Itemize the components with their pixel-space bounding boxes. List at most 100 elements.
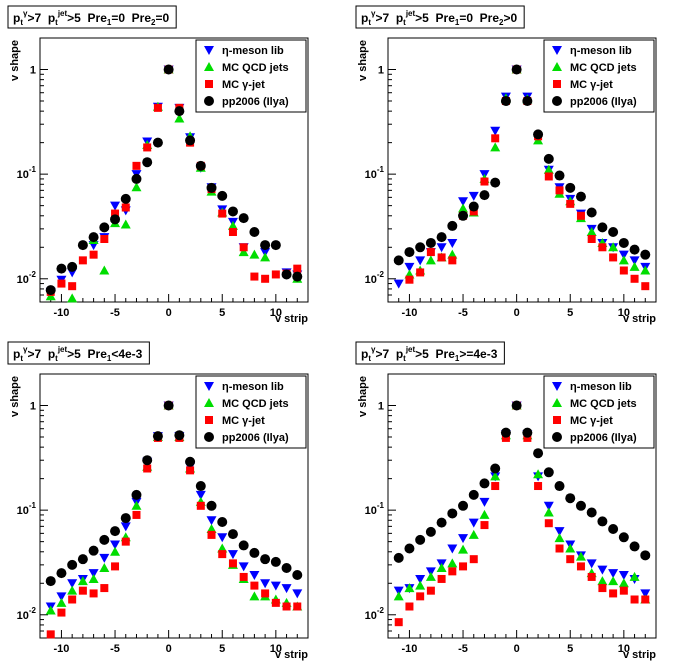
data-point xyxy=(479,478,490,489)
data-point xyxy=(458,544,469,554)
data-point xyxy=(415,580,426,590)
data-point xyxy=(195,490,206,500)
data-point xyxy=(99,534,110,545)
data-point xyxy=(393,255,404,266)
legend: η-meson lib MC QCD jets MC γ-jet pp2006 (Il… xyxy=(195,375,307,449)
data-point xyxy=(174,113,185,123)
data-point xyxy=(566,555,575,564)
series-gam xyxy=(394,401,650,627)
x-tick-label: -5 xyxy=(458,643,468,655)
data-point xyxy=(68,282,77,291)
data-point xyxy=(436,517,447,528)
chart-title: pt​γ​>7 pt​jet​>5 Pre1​>=4e-3 xyxy=(361,345,498,363)
legend-box xyxy=(543,375,655,449)
data-point xyxy=(227,550,238,560)
data-point xyxy=(46,630,55,639)
data-point xyxy=(143,464,152,473)
data-point xyxy=(479,497,490,507)
data-point xyxy=(544,519,553,528)
data-point xyxy=(436,562,447,572)
data-point xyxy=(292,271,303,282)
data-point xyxy=(554,170,565,181)
data-point xyxy=(99,222,110,233)
y-tick-label: 10-1 xyxy=(365,501,385,517)
y-axis-label: v shape xyxy=(9,40,21,81)
data-point xyxy=(468,518,479,528)
data-point xyxy=(89,250,98,259)
y-tick-label: 10-1 xyxy=(17,165,37,181)
data-point xyxy=(393,552,404,563)
x-axis-label: v strip xyxy=(275,313,308,325)
data-point xyxy=(415,242,426,253)
data-point xyxy=(238,213,249,224)
data-point xyxy=(426,586,435,595)
data-point xyxy=(88,232,99,243)
legend-entry-label: MC QCD jets xyxy=(570,62,637,74)
data-point xyxy=(597,576,608,586)
legend-marker xyxy=(553,80,561,88)
x-tick-label: -10 xyxy=(401,307,417,319)
legend: η-meson lib MC QCD jets MC γ-jet pp2006 (Il… xyxy=(543,39,655,113)
data-point xyxy=(218,209,227,218)
y-tick-label: 10-1 xyxy=(17,501,37,517)
plot-frame xyxy=(39,37,309,303)
data-point xyxy=(586,559,597,569)
x-tick-label: 10 xyxy=(270,643,282,655)
x-tick-label: 5 xyxy=(567,643,573,655)
data-point xyxy=(458,500,469,511)
data-point xyxy=(426,248,435,257)
data-point xyxy=(238,562,249,572)
data-point xyxy=(618,255,629,265)
data-point xyxy=(249,226,260,237)
legend-entry-label: pp2006 (Ilya) xyxy=(222,96,289,108)
data-point xyxy=(67,585,78,595)
data-point xyxy=(436,243,447,253)
data-point xyxy=(261,274,270,283)
data-point xyxy=(490,142,501,152)
x-tick-label: -10 xyxy=(401,643,417,655)
data-point xyxy=(458,534,469,544)
legend-entry-label: η-meson lib xyxy=(570,381,632,393)
data-point xyxy=(597,565,608,575)
data-point xyxy=(554,481,565,492)
data-point xyxy=(111,562,120,571)
data-point xyxy=(586,226,597,236)
data-point xyxy=(206,182,217,193)
data-point xyxy=(227,220,238,230)
data-point xyxy=(249,547,260,558)
legend-marker xyxy=(552,382,562,391)
y-axis-label: v shape xyxy=(357,376,369,417)
data-point xyxy=(250,272,259,281)
legend-entry-label: MC QCD jets xyxy=(222,398,289,410)
data-point xyxy=(586,507,597,518)
data-point xyxy=(447,220,458,231)
data-point xyxy=(56,597,67,607)
data-point xyxy=(437,253,446,262)
data-point xyxy=(618,237,629,248)
data-point xyxy=(67,293,78,303)
data-point xyxy=(598,243,607,252)
legend-marker xyxy=(204,432,214,442)
data-point xyxy=(195,481,206,492)
data-point xyxy=(543,501,554,511)
legend-entry-label: MC QCD jets xyxy=(570,398,637,410)
data-point xyxy=(120,219,131,229)
data-point xyxy=(111,209,120,218)
data-point xyxy=(45,605,56,615)
legend-entry-label: MC γ-jet xyxy=(222,79,265,91)
chart-title: pt​γ​>7 pt​jet​>5 Pre1​=0 Pre2​>0 xyxy=(361,9,517,27)
data-point xyxy=(67,261,78,272)
data-point xyxy=(218,550,227,559)
legend-box xyxy=(195,375,307,449)
data-point xyxy=(554,527,565,537)
data-point xyxy=(174,430,185,441)
data-point xyxy=(393,591,404,601)
data-point xyxy=(88,573,99,583)
data-point xyxy=(239,243,248,252)
legend-entry-label: pp2006 (Ilya) xyxy=(570,432,637,444)
data-point xyxy=(640,589,651,599)
data-point xyxy=(281,562,292,573)
data-point xyxy=(468,529,479,539)
y-tick-label: 1 xyxy=(30,65,36,77)
data-point xyxy=(425,237,436,248)
